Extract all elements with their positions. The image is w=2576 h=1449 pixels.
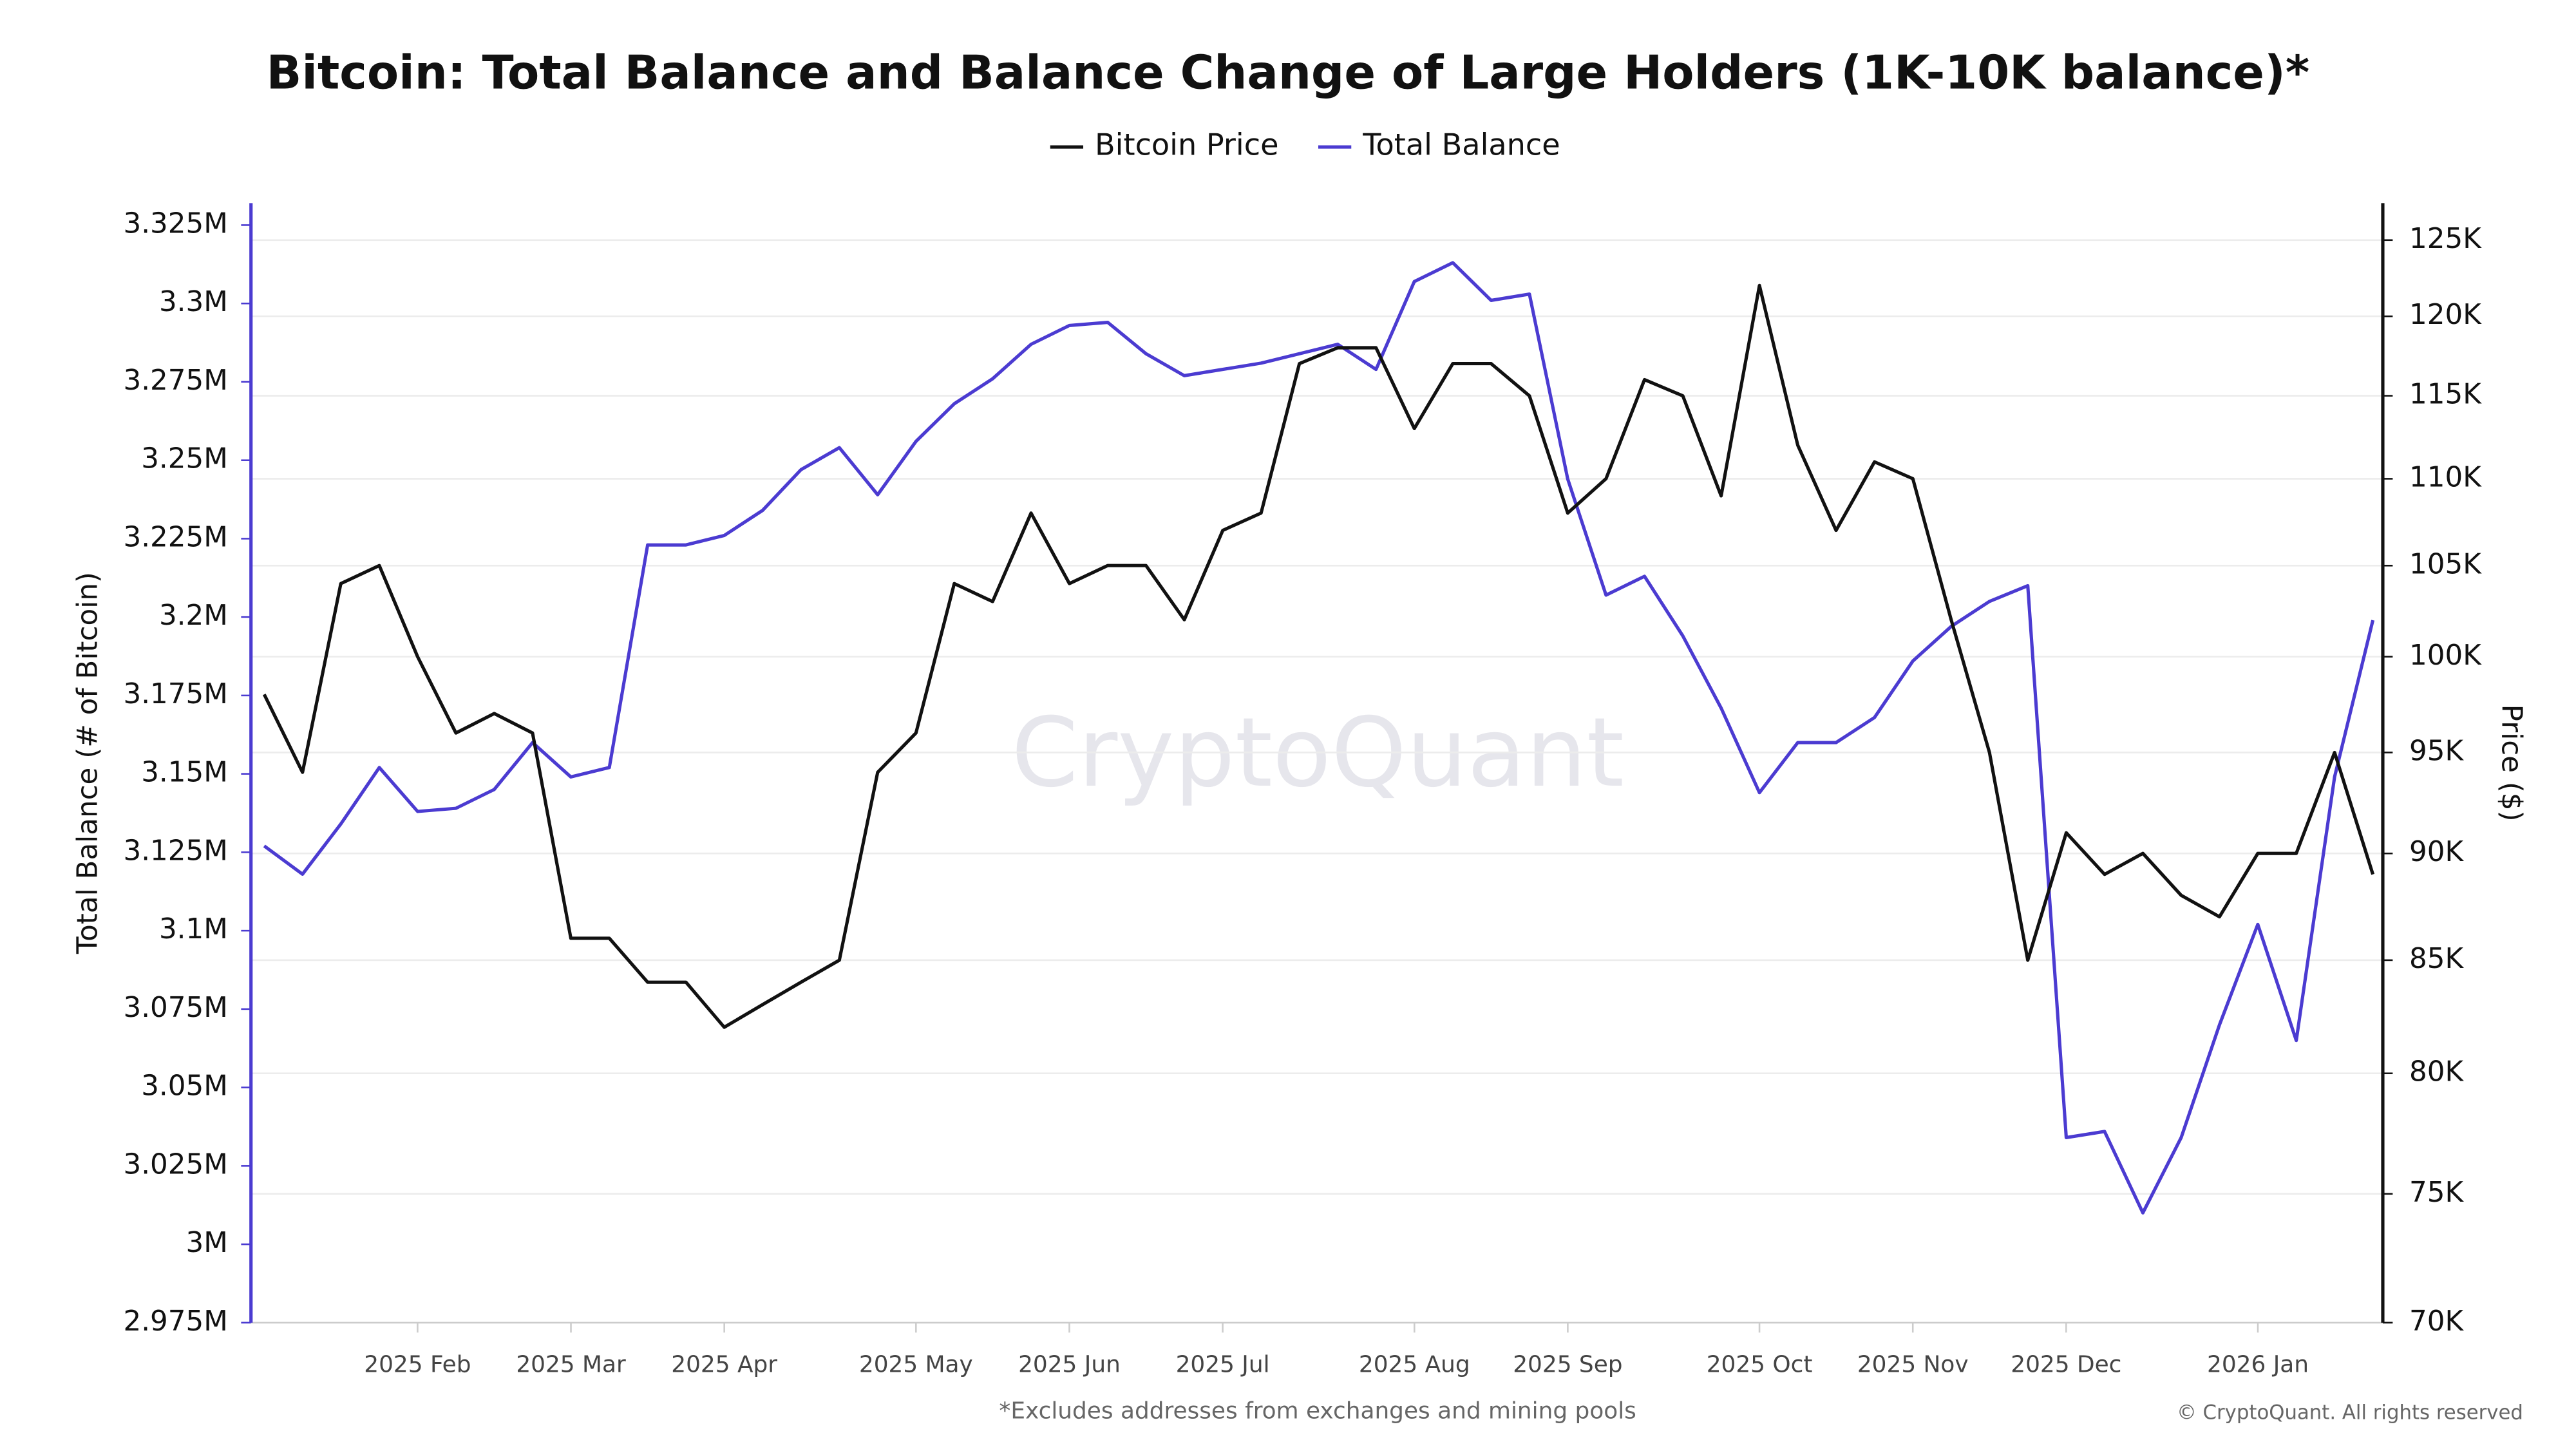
x-tick-label: 2025 Jun [1018,1352,1121,1378]
chart-title: Bitcoin: Total Balance and Balance Chang… [267,45,2310,99]
y2-tick-label: 75K [2409,1177,2464,1209]
legend-label: Bitcoin Price [1095,128,1278,162]
x-tick-label: 2025 Oct [1707,1352,1813,1378]
y2-tick-label: 125K [2409,223,2482,255]
y-tick-label: 3.3M [159,286,228,318]
x-tick-label: 2025 Nov [1857,1352,1969,1378]
y2-tick-label: 120K [2409,299,2482,331]
y-tick-label: 3.075M [123,992,227,1024]
y-tick-label: 3.025M [123,1148,227,1180]
footnote: *Excludes addresses from exchanges and m… [999,1397,1636,1424]
series-line [262,283,2375,1029]
x-tick-label: 2025 Apr [671,1352,777,1378]
y2-tick-label: 95K [2409,735,2464,767]
series-line [263,261,2375,1215]
y2-axis-label: Price ($) [2495,705,2527,822]
y-tick-label: 3M [186,1227,228,1259]
x-tick-label: 2025 Dec [2011,1352,2121,1378]
y-tick-label: 3.175M [123,678,227,710]
x-tick-label: 2025 Feb [364,1352,471,1378]
y-tick-label: 3.2M [159,600,228,632]
y-tick-label: 3.05M [141,1070,228,1103]
x-tick-label: 2025 Sep [1513,1352,1622,1378]
y-tick-label: 2.975M [123,1305,227,1338]
y2-tick-label: 100K [2409,639,2482,672]
y2-tick-label: 90K [2409,836,2464,868]
legend-label: Total Balance [1362,128,1560,162]
y-tick-label: 3.1M [159,913,228,945]
x-tick-label: 2025 Mar [516,1352,626,1378]
y-tick-label: 3.15M [141,757,228,789]
y-tick-label: 3.325M [123,207,227,240]
x-tick-label: 2025 Aug [1359,1352,1470,1378]
x-tick-label: 2025 May [859,1352,973,1378]
y2-tick-label: 80K [2409,1056,2464,1088]
y2-tick-label: 105K [2409,548,2482,580]
x-tick-label: 2026 Jan [2207,1352,2309,1378]
y-tick-label: 3.25M [141,443,228,475]
y-axis-label: Total Balance (# of Bitcoin) [71,572,104,954]
y2-tick-label: 110K [2409,461,2482,493]
copyright: © CryptoQuant. All rights reserved [2177,1401,2523,1424]
y2-tick-label: 70K [2409,1305,2464,1338]
x-tick-label: 2025 Jul [1176,1352,1270,1378]
y2-tick-label: 115K [2409,379,2482,411]
y-tick-label: 3.275M [123,365,227,397]
y-tick-label: 3.125M [123,835,227,867]
y-tick-label: 3.225M [123,521,227,553]
y2-tick-label: 85K [2409,943,2464,975]
